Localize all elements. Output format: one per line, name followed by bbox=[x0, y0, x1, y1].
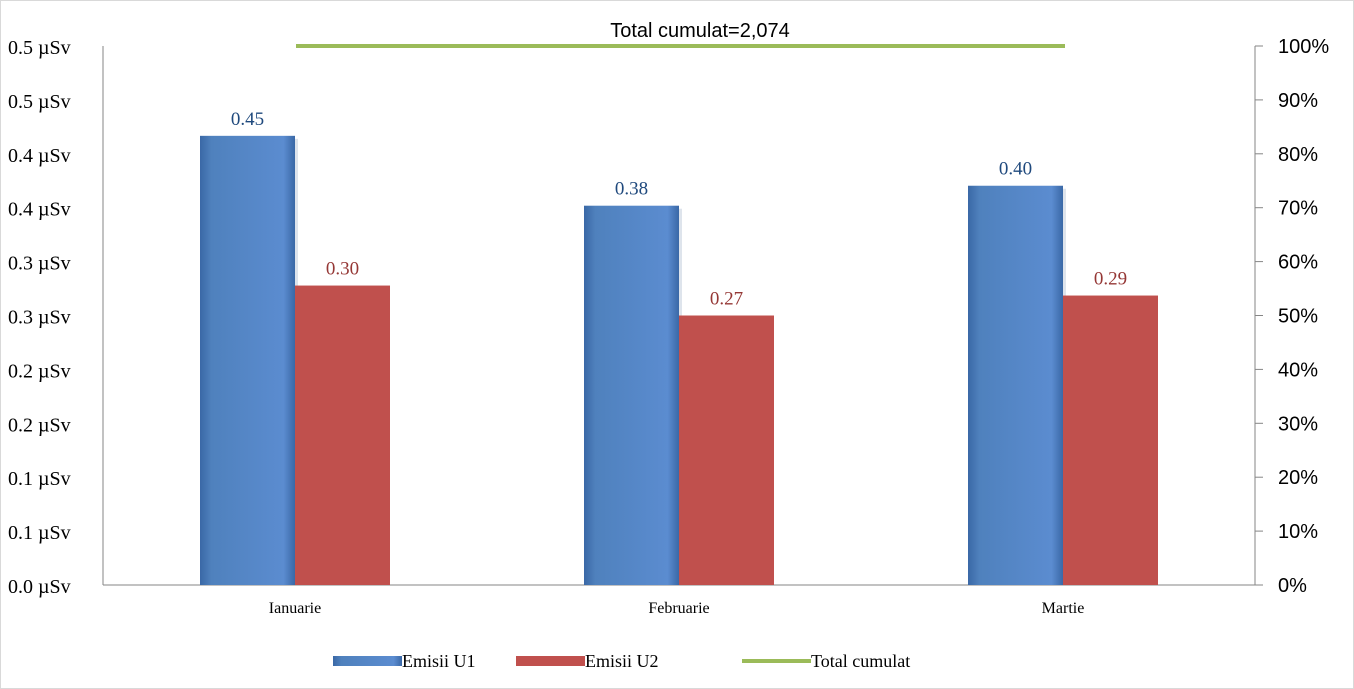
bars-layer: 0.45 0.30 0.38 0.27 0.40 0.29 bbox=[200, 109, 1158, 586]
bar-u1-februarie bbox=[584, 205, 679, 585]
data-label: 0.40 bbox=[999, 159, 1032, 180]
y-left-tick-label: 0.2 µSv bbox=[8, 414, 71, 436]
y-right-tick-label: 80% bbox=[1278, 144, 1318, 166]
x-tick-label: Ianuarie bbox=[269, 600, 321, 617]
y-right-tick-label: 40% bbox=[1278, 359, 1318, 381]
bar-u2-ianuarie bbox=[295, 285, 390, 585]
data-label: 0.29 bbox=[1094, 269, 1127, 290]
bar-u1-ianuarie bbox=[200, 135, 295, 586]
y-left-tick-label: 0.5 µSv bbox=[8, 91, 71, 113]
y-left-tick-label: 0.5 µSv bbox=[8, 37, 71, 59]
data-label: 0.38 bbox=[615, 179, 648, 200]
y-left-tick-label: 0.3 µSv bbox=[8, 307, 71, 329]
x-tick-label: Martie bbox=[1042, 600, 1085, 617]
legend-swatch-u2 bbox=[516, 656, 585, 666]
y-right-tick-label: 90% bbox=[1278, 90, 1318, 112]
y-right-tick-label: 50% bbox=[1278, 306, 1318, 328]
y-right-tick-label: 70% bbox=[1278, 198, 1318, 220]
y-right-tick-label: 0% bbox=[1278, 575, 1307, 597]
y-right-tick-label: 60% bbox=[1278, 252, 1318, 274]
y-right-tick-label: 20% bbox=[1278, 467, 1318, 489]
bar-u2-februarie bbox=[679, 315, 774, 585]
bar-u2-martie bbox=[1063, 295, 1158, 585]
y-left-tick-label: 0.0 µSv bbox=[8, 576, 71, 598]
x-tick-label: Februarie bbox=[648, 600, 709, 617]
data-label: 0.27 bbox=[710, 289, 743, 310]
legend-label-u1: Emisii U1 bbox=[402, 651, 476, 671]
y-left-tick-label: 0.1 µSv bbox=[8, 522, 71, 544]
bar-u1-martie bbox=[968, 185, 1063, 586]
legend: Emisii U1 Emisii U2 Total cumulat bbox=[333, 651, 910, 671]
y-left-tick-label: 0.2 µSv bbox=[8, 360, 71, 382]
line-layer: Total cumulat=2,074 bbox=[296, 20, 1065, 48]
y-left-tick-label: 0.4 µSv bbox=[8, 145, 71, 167]
legend-label-total: Total cumulat bbox=[811, 651, 910, 671]
y-left-tick-label: 0.4 µSv bbox=[8, 199, 71, 221]
data-label: 0.30 bbox=[326, 259, 359, 280]
y-right-tick-label: 100% bbox=[1278, 36, 1329, 58]
total-cumulat-label: Total cumulat=2,074 bbox=[610, 20, 790, 42]
y-right-tick-label: 10% bbox=[1278, 521, 1318, 543]
axes-layer: 0.0 µSv 0.1 µSv 0.1 µSv 0.2 µSv 0.2 µSv 0.3 µ… bbox=[8, 36, 1329, 617]
y-right-tick-label: 30% bbox=[1278, 413, 1318, 435]
legend-swatch-u1 bbox=[333, 656, 402, 666]
data-label: 0.45 bbox=[231, 109, 264, 130]
y-left-tick-label: 0.3 µSv bbox=[8, 253, 71, 275]
y-left-tick-label: 0.1 µSv bbox=[8, 468, 71, 490]
legend-label-u2: Emisii U2 bbox=[585, 651, 659, 671]
